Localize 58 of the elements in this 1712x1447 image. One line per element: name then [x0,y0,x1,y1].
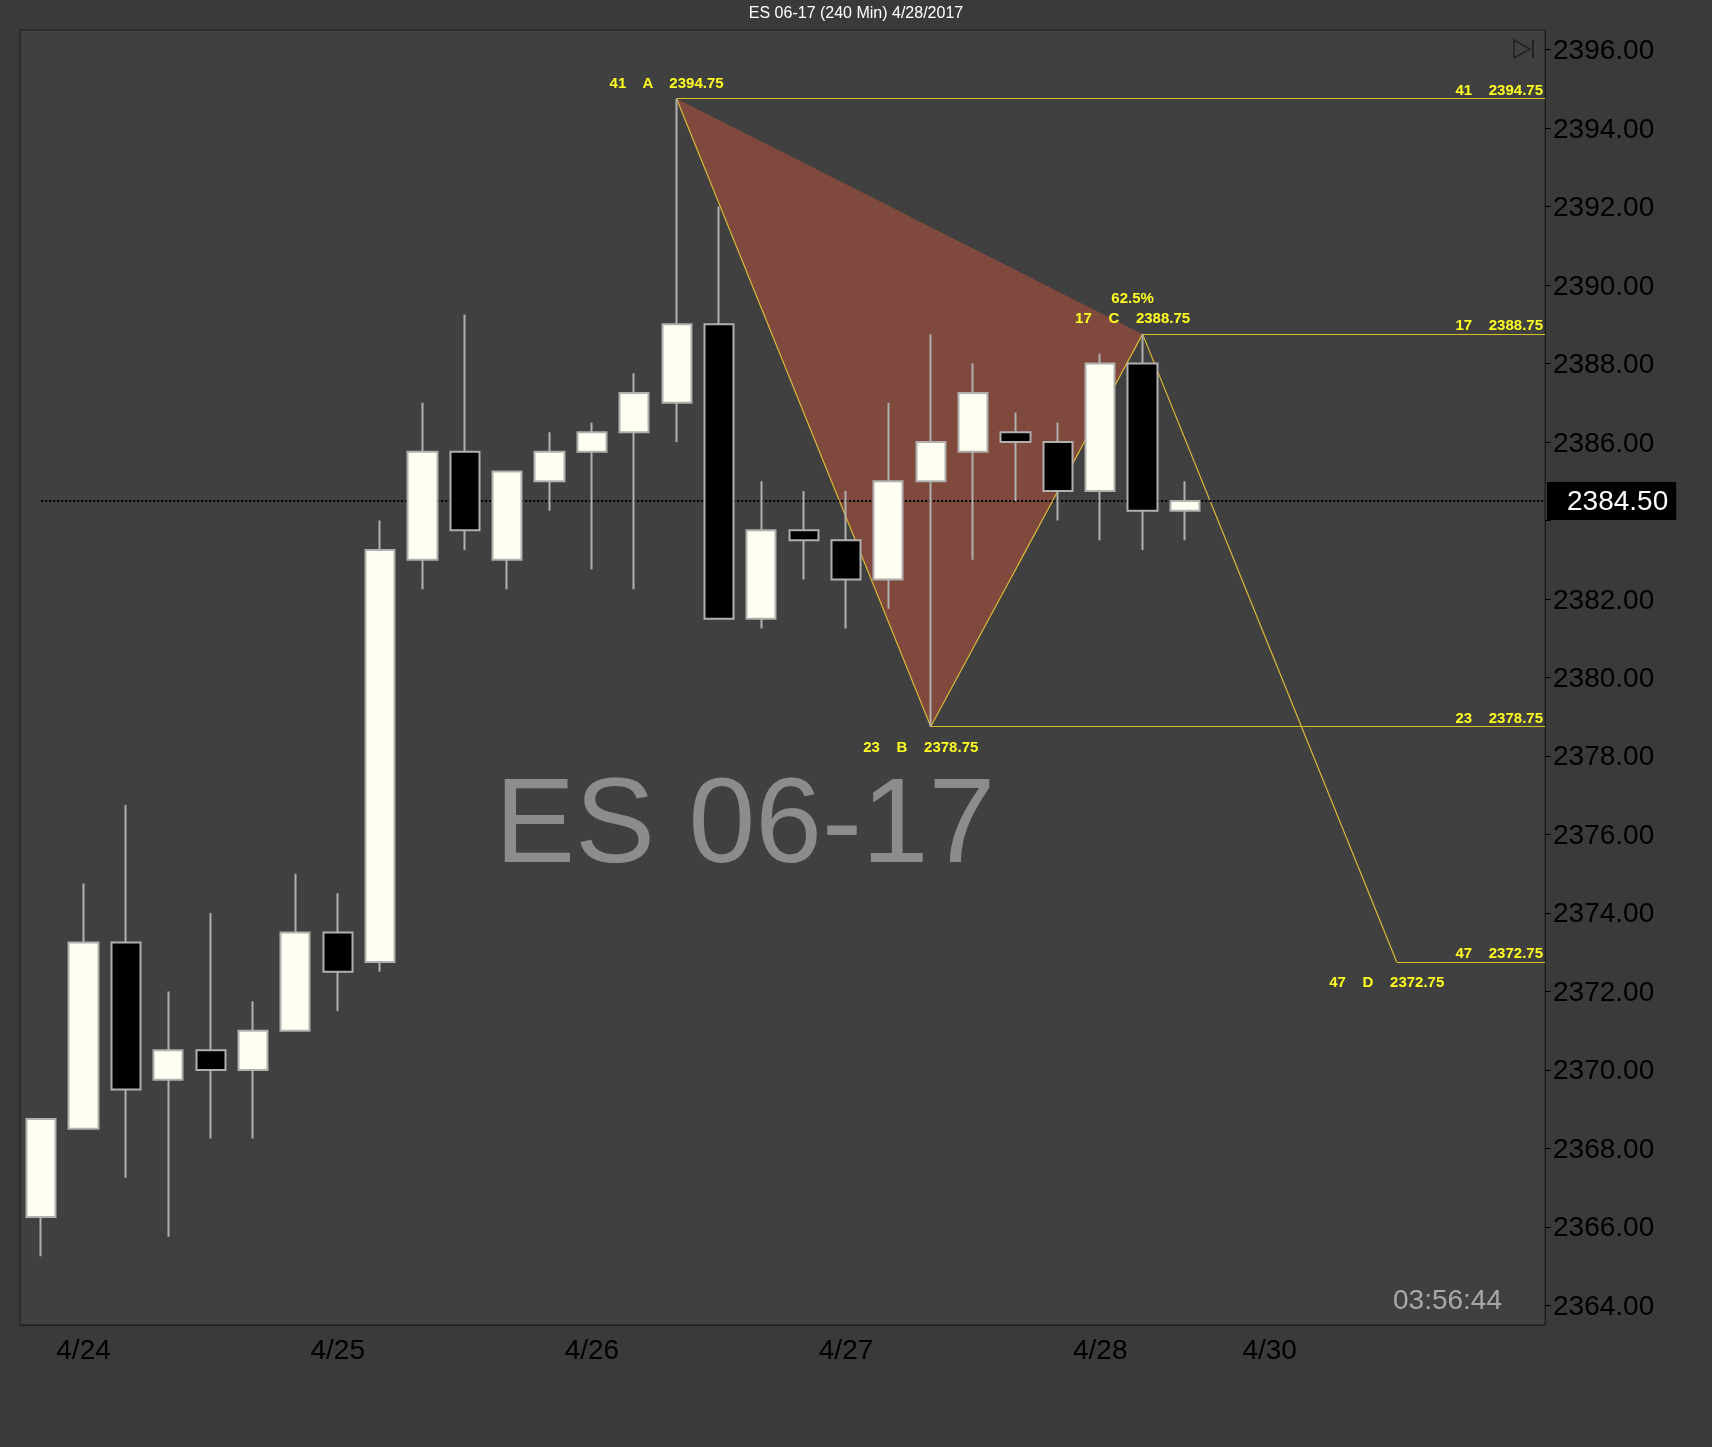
y-tick-label: 2370.00 [1553,1054,1655,1086]
y-tick-label: 2364.00 [1553,1289,1655,1321]
annotation: 41 A 2394.75 [609,73,724,91]
y-tick-label: 2382.00 [1553,583,1655,615]
y-tick-label: 2368.00 [1553,1132,1655,1164]
candlestick [1169,480,1201,542]
ref-line-label: 41 2394.75 [1455,80,1543,98]
ref-line-label: 17 2388.75 [1455,316,1543,334]
y-tick-label: 2380.00 [1553,662,1655,693]
annotation: 17 C 2388.75 [1075,309,1191,327]
y-tick-label: 2376.00 [1553,818,1655,850]
annotation: 03:56:44 [1393,1283,1502,1315]
candlestick [237,1000,269,1140]
candlestick [618,372,650,591]
candlestick [533,431,566,512]
candlestick [915,333,947,728]
candlestick [406,401,439,591]
y-tick-label: 2386.00 [1553,426,1655,458]
y-tick-label: 2366.00 [1553,1211,1655,1243]
y-tick-label: 2396.00 [1553,34,1655,66]
x-tick-label: 4/24 [56,1333,111,1365]
candlestick [745,480,777,630]
candlestick [1084,352,1116,542]
y-tick-label: 2388.00 [1553,348,1655,380]
candlestick [872,401,904,610]
ref-line-label: 23 2378.75 [1455,708,1543,726]
candlestick [110,804,142,1179]
candlestick [576,421,608,571]
y-tick-label: 2392.00 [1553,191,1655,223]
x-tick-label: 4/25 [310,1333,365,1365]
annotation: ES 06-17 [495,753,996,887]
ref-line-label: 47 2372.75 [1455,944,1543,962]
candlestick [279,872,311,1032]
candlestick [1042,421,1074,522]
x-tick-label: 4/28 [1072,1333,1128,1365]
candlestick [364,519,396,973]
candlestick [152,990,184,1238]
candlestick [195,911,227,1140]
candlestick [830,490,862,630]
annotation: 23 B 2378.75 [863,737,979,755]
annotation: 47 D 2372.75 [1329,973,1445,991]
x-tick-label: 4/30 [1242,1333,1297,1365]
chart-title: ES 06-17 (240 Min) 4/28/2017 [747,4,965,22]
ref-line-label: 2384.50 [1567,485,1669,517]
y-tick-label: 2394.00 [1553,112,1655,144]
x-tick-label: 4/26 [564,1333,620,1365]
annotation: 62.5% [1111,289,1154,307]
y-tick-label: 2390.00 [1553,269,1655,301]
y-tick-label: 2378.00 [1553,740,1655,772]
candlestick [957,362,989,561]
x-tick-label: 4/27 [818,1333,874,1365]
candlestick [25,1117,57,1258]
y-tick-label: 2374.00 [1553,897,1655,929]
candlestick [491,470,523,591]
candlestick [67,882,100,1130]
candlestick [322,892,354,1013]
candlestick [661,97,693,444]
y-tick-label: 2372.00 [1553,975,1655,1007]
